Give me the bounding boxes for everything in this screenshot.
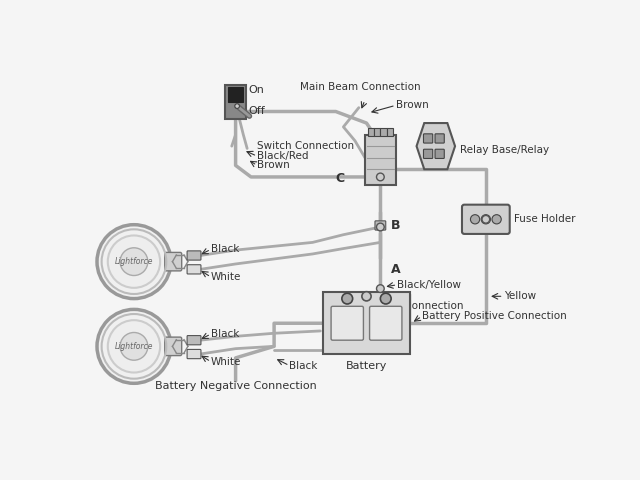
FancyBboxPatch shape [375, 221, 386, 230]
Text: Earth Connection: Earth Connection [372, 301, 463, 312]
Text: Black: Black [211, 329, 239, 339]
Text: Switch Connection: Switch Connection [257, 141, 355, 151]
Text: Black: Black [289, 360, 318, 371]
FancyBboxPatch shape [435, 134, 444, 143]
Circle shape [376, 285, 384, 292]
FancyBboxPatch shape [462, 204, 509, 234]
Circle shape [482, 216, 490, 223]
Circle shape [481, 215, 490, 224]
FancyBboxPatch shape [424, 134, 433, 143]
FancyBboxPatch shape [323, 292, 410, 354]
Circle shape [362, 292, 371, 301]
Text: Relay Base/Relay: Relay Base/Relay [460, 145, 550, 155]
Text: Brown: Brown [396, 100, 429, 110]
FancyBboxPatch shape [369, 306, 402, 340]
FancyBboxPatch shape [435, 149, 444, 158]
Circle shape [97, 310, 171, 384]
FancyBboxPatch shape [387, 129, 393, 136]
Polygon shape [417, 123, 455, 169]
Circle shape [380, 293, 391, 304]
Circle shape [376, 223, 384, 231]
Text: Yellow: Yellow [504, 291, 536, 301]
Text: A: A [391, 263, 401, 276]
FancyBboxPatch shape [187, 265, 201, 274]
Text: Battery Negative Connection: Battery Negative Connection [155, 381, 316, 391]
Circle shape [97, 225, 171, 299]
Text: Brown: Brown [257, 160, 290, 170]
Text: Black/Red: Black/Red [257, 151, 308, 161]
Text: Main Beam Connection: Main Beam Connection [300, 82, 420, 92]
Text: Lightforce: Lightforce [115, 257, 153, 266]
FancyBboxPatch shape [187, 349, 201, 359]
Text: White: White [211, 272, 241, 282]
Circle shape [108, 320, 160, 372]
Text: Lightforce: Lightforce [115, 342, 153, 351]
Circle shape [108, 236, 160, 288]
Circle shape [376, 173, 384, 181]
FancyBboxPatch shape [164, 337, 182, 356]
Text: Battery Positive Connection: Battery Positive Connection [422, 312, 566, 321]
Text: Black/Yellow: Black/Yellow [397, 280, 461, 290]
FancyBboxPatch shape [187, 336, 201, 345]
FancyBboxPatch shape [365, 134, 396, 185]
FancyBboxPatch shape [187, 251, 201, 260]
FancyBboxPatch shape [164, 252, 182, 271]
Circle shape [342, 293, 353, 304]
Circle shape [470, 215, 480, 224]
FancyBboxPatch shape [331, 306, 364, 340]
Circle shape [492, 215, 501, 224]
Text: On: On [248, 85, 264, 95]
FancyBboxPatch shape [228, 87, 243, 102]
Circle shape [120, 333, 148, 360]
Text: B: B [391, 218, 401, 231]
Circle shape [235, 104, 239, 108]
Text: Black: Black [211, 244, 239, 254]
FancyBboxPatch shape [380, 129, 387, 136]
Circle shape [120, 248, 148, 276]
Text: Battery: Battery [346, 360, 387, 371]
Text: Fuse Holder: Fuse Holder [513, 214, 575, 224]
FancyBboxPatch shape [424, 149, 433, 158]
FancyBboxPatch shape [368, 129, 374, 136]
FancyBboxPatch shape [225, 85, 246, 119]
Text: C: C [336, 172, 345, 185]
Text: White: White [211, 357, 241, 367]
FancyBboxPatch shape [374, 129, 380, 136]
Text: Off: Off [248, 107, 265, 117]
